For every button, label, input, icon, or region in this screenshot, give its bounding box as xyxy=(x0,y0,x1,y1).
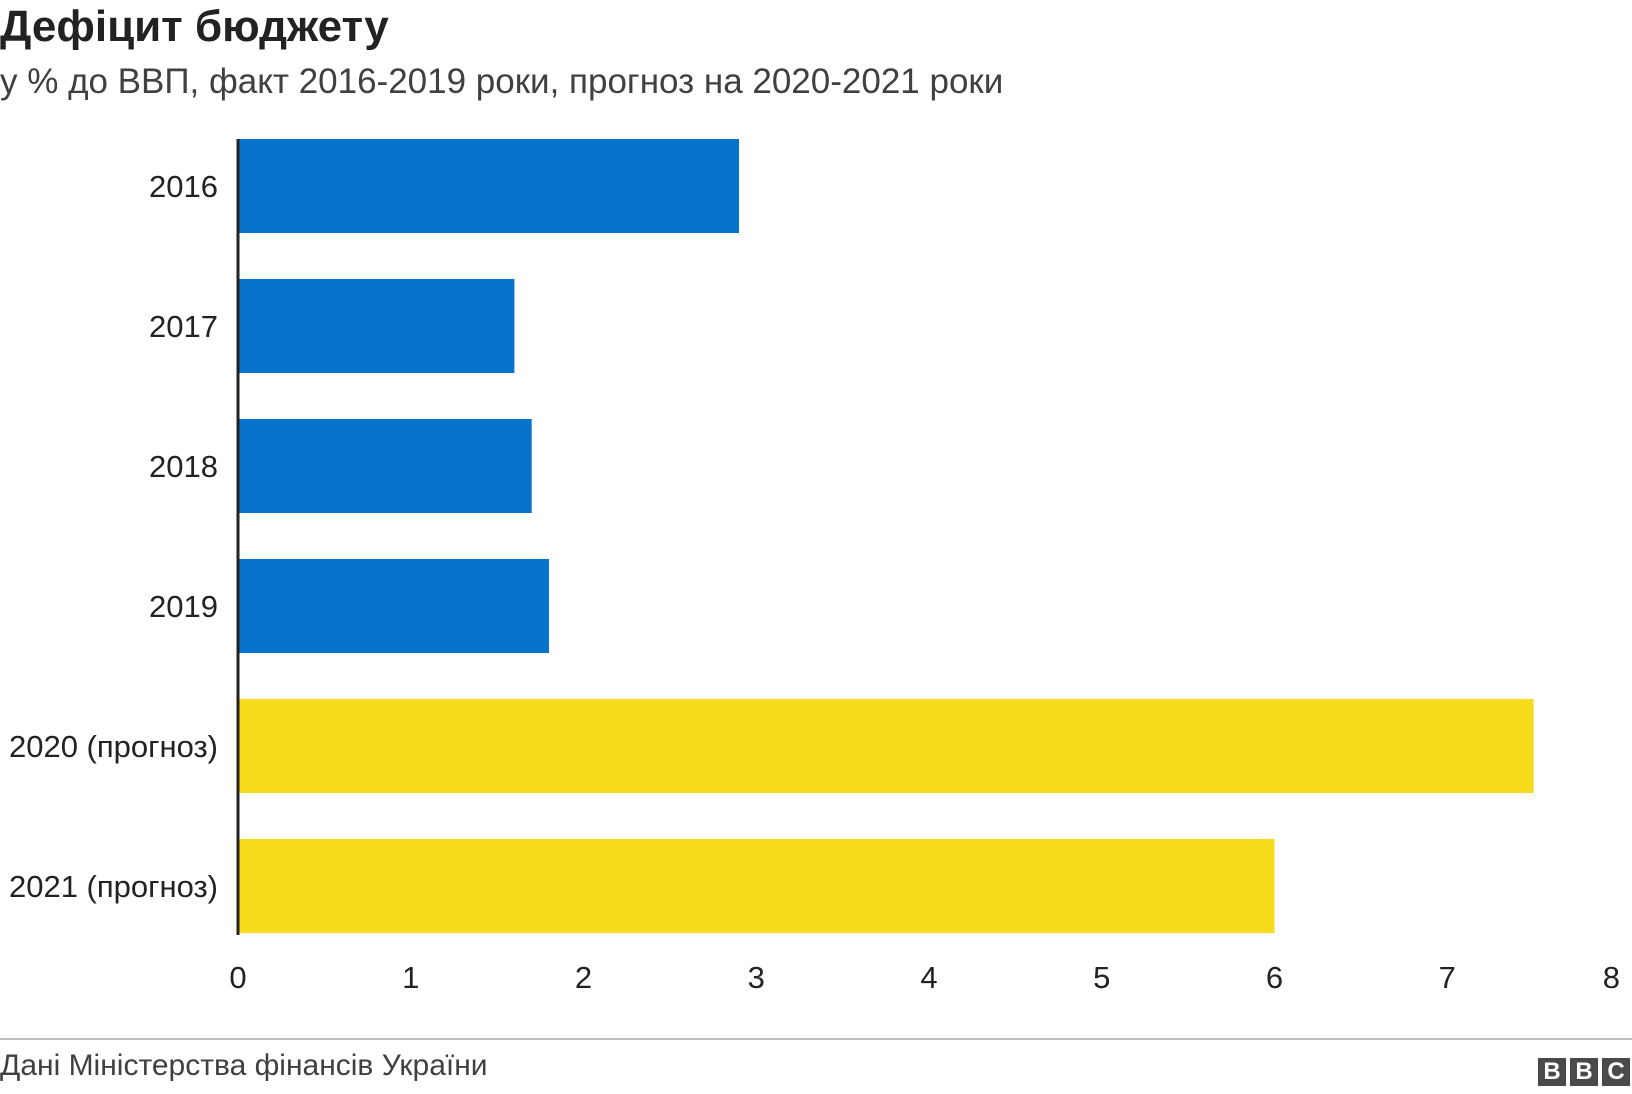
x-tick-label: 2 xyxy=(575,960,592,995)
category-label: 2019 xyxy=(149,589,218,624)
bars xyxy=(238,139,1534,933)
bbc-logo: B B C xyxy=(1538,1058,1630,1086)
x-tick-label: 0 xyxy=(229,960,246,995)
x-tick-label: 4 xyxy=(920,960,937,995)
category-label: 2016 xyxy=(149,169,218,204)
source-note: Дані Міністерства фінансів України xyxy=(0,1049,488,1082)
bar-3 xyxy=(238,419,532,513)
bar-5 xyxy=(238,699,1534,793)
chart-title: Дефіцит бюджету xyxy=(0,2,389,51)
bar-6 xyxy=(238,839,1275,933)
x-tick-label: 5 xyxy=(1093,960,1110,995)
x-tick-label: 6 xyxy=(1266,960,1283,995)
category-label: 2020 (прогноз) xyxy=(9,729,218,764)
bar-4 xyxy=(238,559,549,653)
category-label: 2021 (прогноз) xyxy=(9,869,218,904)
chart-subtitle: у % до ВВП, факт 2016-2019 роки, прогноз… xyxy=(0,62,1004,101)
bbc-logo-letter: B xyxy=(1570,1058,1598,1086)
bbc-logo-letter: B xyxy=(1538,1058,1566,1086)
bar-1 xyxy=(238,139,739,233)
x-tick-label: 3 xyxy=(748,960,765,995)
bbc-logo-letter: C xyxy=(1602,1058,1630,1086)
category-label: 2017 xyxy=(149,309,218,344)
category-labels: 2016 2017 2018 2019 2020 (прогноз) 2021 (прог… xyxy=(9,169,218,904)
x-tick-label: 1 xyxy=(402,960,419,995)
x-tick-label: 8 xyxy=(1603,960,1620,995)
x-tick-label: 7 xyxy=(1439,960,1456,995)
category-label: 2018 xyxy=(149,449,218,484)
footer-divider xyxy=(0,1038,1632,1040)
bar-2 xyxy=(238,279,515,373)
x-tick-labels: 0 1 2 3 4 5 6 7 8 xyxy=(229,960,1620,995)
